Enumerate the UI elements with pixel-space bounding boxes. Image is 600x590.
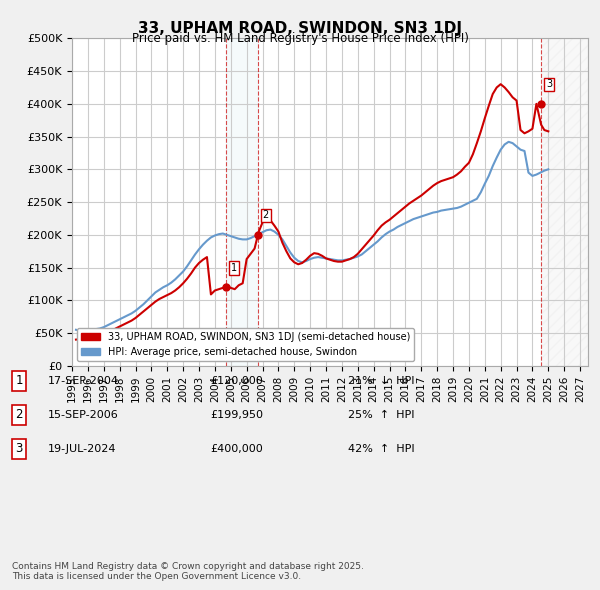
Bar <box>226 38 258 366</box>
Text: 3: 3 <box>546 80 552 90</box>
Text: 1: 1 <box>16 374 23 387</box>
Text: 42%  ↑  HPI: 42% ↑ HPI <box>348 444 415 454</box>
Text: 21%  ↓  HPI: 21% ↓ HPI <box>348 376 415 385</box>
Text: Price paid vs. HM Land Registry's House Price Index (HPI): Price paid vs. HM Land Registry's House … <box>131 32 469 45</box>
Text: £199,950: £199,950 <box>210 410 263 419</box>
Text: £400,000: £400,000 <box>210 444 263 454</box>
Text: 2: 2 <box>263 211 269 221</box>
Bar <box>541 38 588 366</box>
Text: 1: 1 <box>231 263 237 273</box>
Text: Contains HM Land Registry data © Crown copyright and database right 2025.
This d: Contains HM Land Registry data © Crown c… <box>12 562 364 581</box>
Text: 2: 2 <box>16 408 23 421</box>
Text: 19-JUL-2024: 19-JUL-2024 <box>48 444 116 454</box>
Text: 17-SEP-2004: 17-SEP-2004 <box>48 376 119 385</box>
Text: 3: 3 <box>16 442 23 455</box>
Text: 15-SEP-2006: 15-SEP-2006 <box>48 410 119 419</box>
Text: 33, UPHAM ROAD, SWINDON, SN3 1DJ: 33, UPHAM ROAD, SWINDON, SN3 1DJ <box>138 21 462 35</box>
Text: £120,000: £120,000 <box>210 376 263 385</box>
Legend: 33, UPHAM ROAD, SWINDON, SN3 1DJ (semi-detached house), HPI: Average price, semi: 33, UPHAM ROAD, SWINDON, SN3 1DJ (semi-d… <box>77 328 414 361</box>
Text: 25%  ↑  HPI: 25% ↑ HPI <box>348 410 415 419</box>
